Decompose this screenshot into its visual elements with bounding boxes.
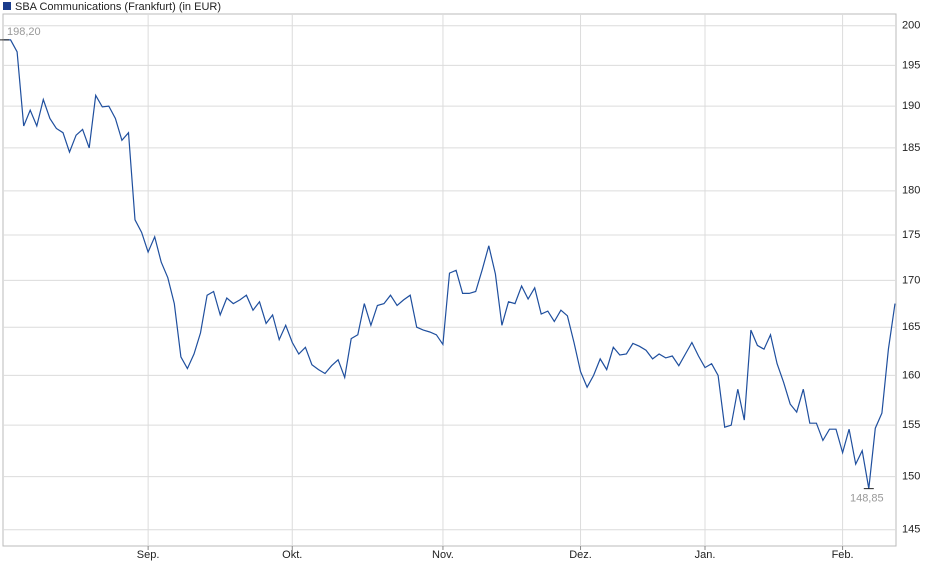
price-line <box>4 39 896 489</box>
chart-title: SBA Communications (Frankfurt) (in EUR) <box>15 1 221 13</box>
x-tick-label: Dez. <box>569 549 592 561</box>
x-tick-label: Nov. <box>432 549 454 561</box>
y-tick-label: 170 <box>902 274 920 286</box>
y-tick-label: 195 <box>902 59 920 71</box>
y-tick-label: 185 <box>902 142 920 154</box>
y-tick-label: 145 <box>902 524 920 536</box>
x-tick-label: Okt. <box>282 549 302 561</box>
x-tick-label: Jan. <box>695 549 716 561</box>
annotation-label: 198,20 <box>7 26 41 38</box>
y-tick-label: 175 <box>902 229 920 241</box>
y-tick-label: 160 <box>902 369 920 381</box>
legend-swatch <box>3 2 11 10</box>
annotation-label: 148,85 <box>850 493 884 505</box>
y-tick-label: 180 <box>902 185 920 197</box>
x-tick-label: Sep. <box>137 549 160 561</box>
y-tick-label: 155 <box>902 419 920 431</box>
y-tick-label: 165 <box>902 321 920 333</box>
y-tick-label: 190 <box>902 100 920 112</box>
y-tick-label: 200 <box>902 20 920 32</box>
y-tick-label: 150 <box>902 470 920 482</box>
x-tick-label: Feb. <box>832 549 854 561</box>
